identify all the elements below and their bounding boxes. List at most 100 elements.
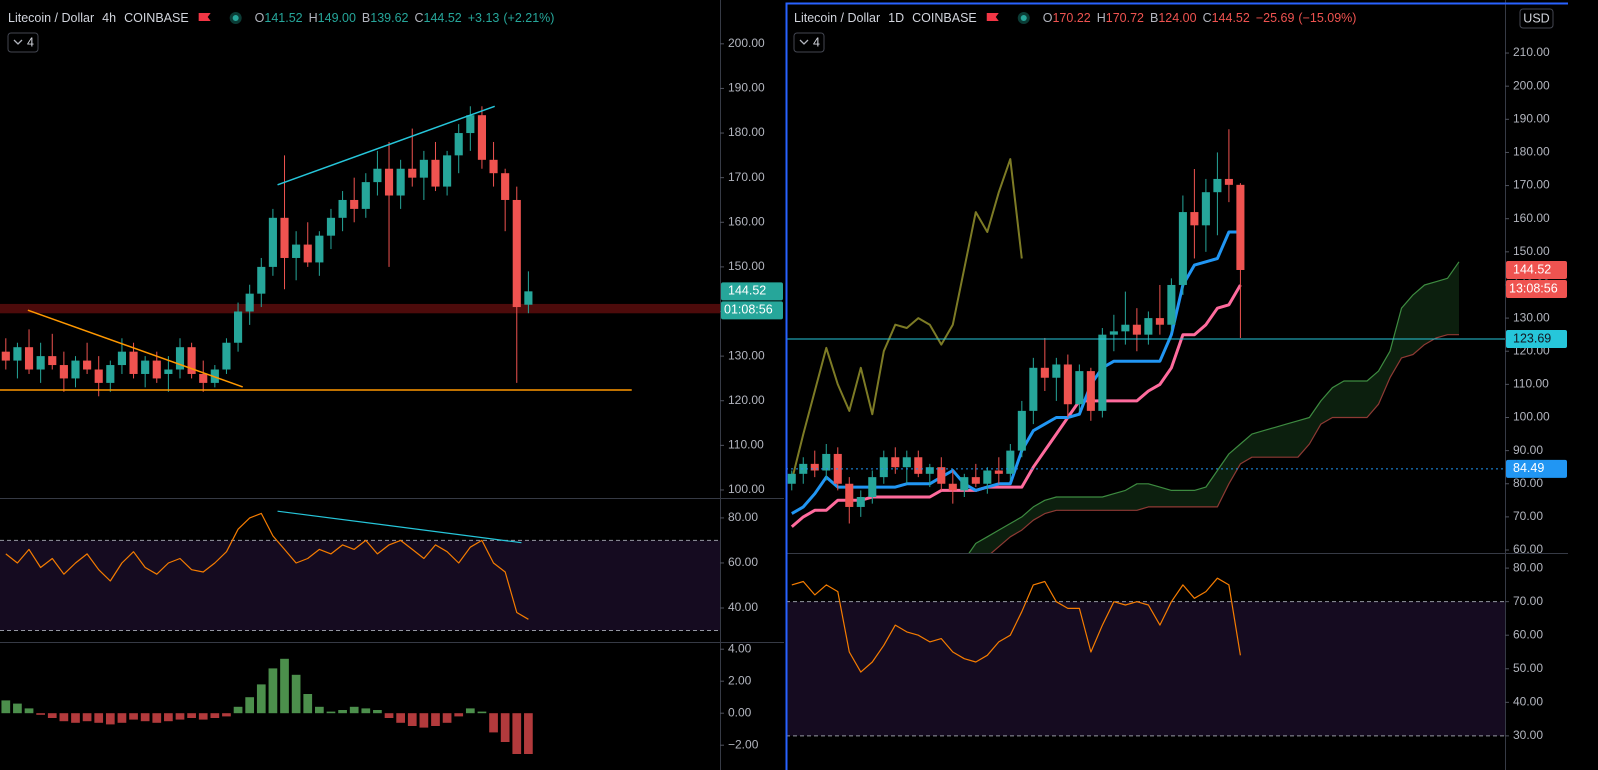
candle-body [1086, 371, 1095, 411]
candle-body [845, 483, 854, 507]
price-tag [1506, 330, 1567, 349]
last-price-label: 144.52 [728, 284, 766, 298]
histogram-bar [396, 713, 405, 723]
indicators-toggle[interactable] [793, 32, 825, 53]
candle-body [94, 369, 103, 383]
y-tick-label: 200.00 [728, 36, 765, 50]
histogram-bar [198, 713, 208, 720]
candle-body [396, 168, 405, 196]
histogram-bar [47, 713, 57, 718]
histogram-bar [524, 713, 533, 754]
y-tick-label: 90.00 [1513, 443, 1543, 457]
histogram-bar [187, 713, 196, 718]
indicator-line [790, 284, 1242, 528]
pane [0, 105, 720, 397]
histogram-bar [419, 713, 429, 728]
legend-value: 139.62 [370, 11, 408, 25]
last-price-label: 144.52 [1513, 262, 1551, 276]
ohlc-legend: O141.52 H149.00 B139.62 C144.52 +3.13 (+2.21%… [255, 11, 555, 25]
histogram-bar [512, 713, 522, 754]
histogram-bar [280, 658, 289, 714]
histogram-bar [442, 713, 452, 723]
candle-body [152, 360, 161, 379]
legend-key: C [414, 11, 423, 25]
candle-body [1, 351, 10, 361]
countdown-tag [721, 301, 783, 320]
histogram-bar [210, 713, 220, 718]
histogram-bar [129, 713, 138, 720]
y-tick-label: 180.00 [1513, 145, 1550, 159]
indicator-band [0, 540, 720, 631]
candle-body [1224, 178, 1233, 185]
candle-body [1121, 324, 1130, 332]
legend-change-pct: (−15.09%) [1298, 11, 1356, 25]
pane [0, 510, 720, 632]
candle-body [338, 199, 347, 218]
candle-body [983, 470, 992, 484]
candle-body [280, 217, 289, 258]
histogram-bar [303, 694, 313, 714]
price-tag-label: 123.69 [1513, 331, 1551, 345]
price-tag-label: 84.49 [1513, 461, 1544, 475]
legend-value: 170.22 [1052, 11, 1090, 25]
candle-body [13, 347, 22, 361]
histogram-bar [268, 668, 278, 714]
legend-key: C [1203, 11, 1212, 25]
candle-body [419, 159, 428, 178]
legend-value: 144.52 [424, 11, 462, 25]
candle-body [994, 470, 1003, 474]
legend-change-pct: (+2.21%) [503, 11, 554, 25]
histogram-bar [465, 708, 475, 714]
legend-key: B [362, 11, 370, 25]
indicators-count: 4 [27, 35, 34, 49]
interval: 1D [888, 11, 904, 25]
candle-body [822, 453, 831, 471]
candle-body [891, 457, 900, 468]
candle-body [501, 173, 510, 200]
currency-box[interactable] [1519, 8, 1554, 29]
zone [0, 303, 720, 314]
candle-body [948, 483, 957, 491]
candle-body [1236, 184, 1245, 270]
legend-value: 170.72 [1106, 11, 1144, 25]
candle-body [1190, 212, 1199, 226]
histogram-bar [1, 700, 11, 714]
histogram-bar [373, 710, 382, 714]
candle-body [187, 347, 196, 374]
candle-body [512, 199, 521, 308]
legend-value: 124.00 [1158, 11, 1196, 25]
histogram-bar [233, 706, 243, 714]
candle-body [1098, 334, 1107, 411]
candle-body [408, 168, 417, 178]
candle-body [799, 463, 808, 474]
status-dot [232, 15, 239, 21]
y-tick-label: 190.00 [1513, 111, 1550, 125]
price-tag [1506, 459, 1567, 478]
chevron [13, 39, 23, 45]
candle-body [36, 356, 45, 370]
y-tick-label: 110.00 [1513, 377, 1549, 391]
candle-body [164, 369, 173, 374]
candle-body [350, 199, 359, 209]
y-tick-label: 200.00 [1513, 78, 1550, 92]
histogram-bar [245, 697, 255, 714]
indicator-line [791, 577, 1241, 673]
candle-body [1052, 364, 1061, 378]
histogram-bar [338, 710, 347, 714]
y-tick-label: 40.00 [1513, 694, 1543, 708]
candle-body [175, 347, 185, 370]
indicator-line [790, 158, 1023, 481]
candle-body [1029, 367, 1038, 411]
countdown-label: 01:08:56 [724, 303, 773, 317]
histogram-bar [454, 713, 464, 717]
candle-body [1167, 284, 1176, 325]
histogram-bar [326, 711, 336, 714]
last-price-tag [721, 282, 783, 301]
trend-line [277, 105, 495, 186]
cloud-span-a [968, 261, 1460, 553]
histogram-bar [152, 713, 162, 723]
candle-body [71, 360, 80, 379]
indicators-toggle[interactable] [7, 32, 39, 53]
y-tick-label: 160.00 [1513, 211, 1550, 225]
